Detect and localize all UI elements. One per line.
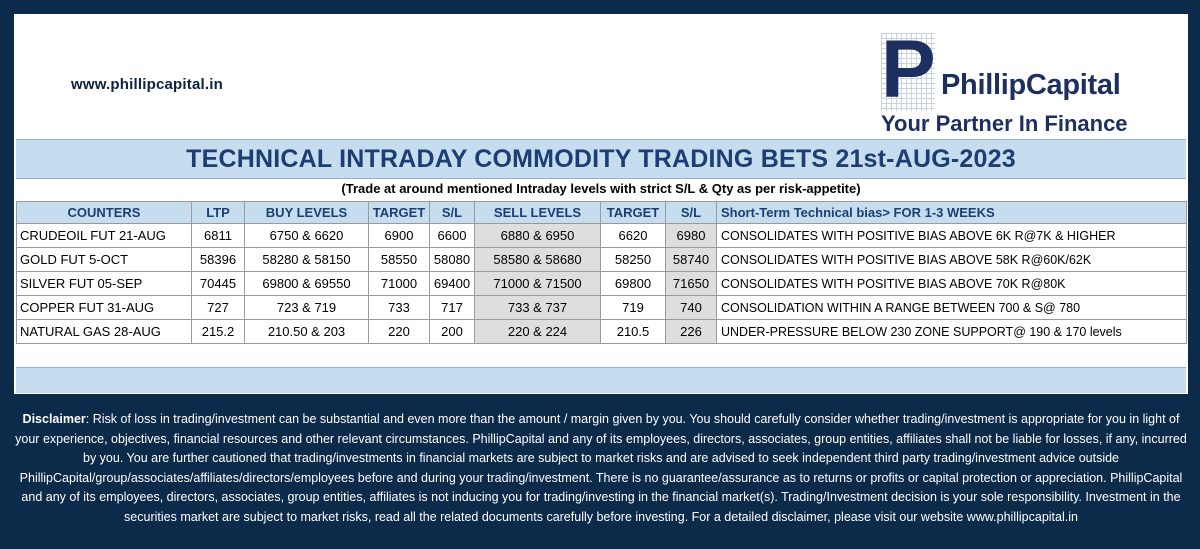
logo-tagline: Your Partner In Finance (881, 111, 1128, 136)
logo-grid-icon (881, 33, 935, 111)
counter-cell: SILVER FUT 05-SEP (16, 271, 192, 296)
col-header-sell-sl: S/L (665, 201, 717, 224)
counter-cell: COPPER FUT 31-AUG (16, 295, 192, 320)
buy-target-cell: 71000 (368, 271, 430, 296)
buy-levels-cell: 69800 & 69550 (244, 271, 369, 296)
phillipcapital-logo: P PhillipCapital Your Partner In Finance (877, 29, 1177, 137)
sell-levels-cell: 71000 & 71500 (474, 271, 601, 296)
buy-target-cell: 6900 (368, 223, 430, 248)
trading-table: COUNTERS LTP BUY LEVELS TARGET S/L SELL … (16, 201, 1187, 344)
bias-cell: CONSOLIDATION WITHIN A RANGE BETWEEN 700… (716, 295, 1187, 320)
bias-cell: CONSOLIDATES WITH POSITIVE BIAS ABOVE 58… (716, 247, 1187, 272)
subtitle: (Trade at around mentioned Intraday leve… (341, 181, 861, 196)
report-panel: www.phillipcapital.in P PhillipCapital Y… (14, 14, 1188, 394)
buy-levels-cell: 723 & 719 (244, 295, 369, 320)
sell-target-cell: 69800 (600, 271, 666, 296)
ltp-cell: 58396 (191, 247, 245, 272)
sell-sl-cell: 226 (665, 319, 717, 344)
sell-sl-cell: 740 (665, 295, 717, 320)
col-header-sell-levels: SELL LEVELS (474, 201, 601, 224)
col-header-counters: COUNTERS (16, 201, 192, 224)
counter-cell: GOLD FUT 5-OCT (16, 247, 192, 272)
buy-target-cell: 220 (368, 319, 430, 344)
bias-cell: UNDER-PRESSURE BELOW 230 ZONE SUPPORT@ 1… (716, 319, 1187, 344)
table-row: CRUDEOIL FUT 21-AUG 6811 6750 & 6620 690… (16, 223, 1187, 248)
table-header-row: COUNTERS LTP BUY LEVELS TARGET S/L SELL … (16, 201, 1187, 224)
table-row: GOLD FUT 5-OCT 58396 58280 & 58150 58550… (16, 247, 1187, 272)
disclaimer-label: Disclaimer (22, 412, 86, 426)
logo-letter: P (881, 24, 936, 115)
table-row: COPPER FUT 31-AUG 727 723 & 719 733 717 … (16, 295, 1187, 320)
buy-target-cell: 58550 (368, 247, 430, 272)
disclaimer-text: : Risk of loss in trading/investment can… (15, 412, 1187, 524)
table-row: SILVER FUT 05-SEP 70445 69800 & 69550 71… (16, 271, 1187, 296)
sell-levels-cell: 58580 & 58680 (474, 247, 601, 272)
col-header-buy-sl: S/L (429, 201, 475, 224)
sell-levels-cell: 220 & 224 (474, 319, 601, 344)
sell-levels-cell: 733 & 737 (474, 295, 601, 320)
footer-band (16, 367, 1186, 393)
ltp-cell: 70445 (191, 271, 245, 296)
ltp-cell: 215.2 (191, 319, 245, 344)
sell-target-cell: 58250 (600, 247, 666, 272)
header: www.phillipcapital.in P PhillipCapital Y… (15, 15, 1187, 139)
counter-cell: CRUDEOIL FUT 21-AUG (16, 223, 192, 248)
ltp-cell: 6811 (191, 223, 245, 248)
buy-sl-cell: 6600 (429, 223, 475, 248)
sell-target-cell: 210.5 (600, 319, 666, 344)
counter-cell: NATURAL GAS 28-AUG (16, 319, 192, 344)
sell-levels-cell: 6880 & 6950 (474, 223, 601, 248)
table-row: NATURAL GAS 28-AUG 215.2 210.50 & 203 22… (16, 319, 1187, 344)
sell-sl-cell: 58740 (665, 247, 717, 272)
col-header-bias: Short-Term Technical bias> FOR 1-3 WEEKS (716, 201, 1187, 224)
title-bar: TECHNICAL INTRADAY COMMODITY TRADING BET… (16, 139, 1186, 179)
bias-cell: CONSOLIDATES WITH POSITIVE BIAS ABOVE 70… (716, 271, 1187, 296)
buy-sl-cell: 200 (429, 319, 475, 344)
sell-target-cell: 6620 (600, 223, 666, 248)
buy-sl-cell: 69400 (429, 271, 475, 296)
logo-name: PhillipCapital (941, 69, 1121, 101)
page-title: TECHNICAL INTRADAY COMMODITY TRADING BET… (186, 145, 1016, 173)
buy-levels-cell: 6750 & 6620 (244, 223, 369, 248)
disclaimer: Disclaimer: Risk of loss in trading/inve… (14, 410, 1188, 527)
buy-sl-cell: 717 (429, 295, 475, 320)
website-link[interactable]: www.phillipcapital.in (71, 76, 223, 93)
buy-levels-cell: 210.50 & 203 (244, 319, 369, 344)
ltp-cell: 727 (191, 295, 245, 320)
buy-levels-cell: 58280 & 58150 (244, 247, 369, 272)
col-header-buy-levels: BUY LEVELS (244, 201, 369, 224)
sell-sl-cell: 71650 (665, 271, 717, 296)
bias-cell: CONSOLIDATES WITH POSITIVE BIAS ABOVE 6K… (716, 223, 1187, 248)
sell-target-cell: 719 (600, 295, 666, 320)
col-header-sell-target: TARGET (600, 201, 666, 224)
buy-target-cell: 733 (368, 295, 430, 320)
col-header-ltp: LTP (191, 201, 245, 224)
buy-sl-cell: 58080 (429, 247, 475, 272)
sell-sl-cell: 6980 (665, 223, 717, 248)
col-header-buy-target: TARGET (368, 201, 430, 224)
